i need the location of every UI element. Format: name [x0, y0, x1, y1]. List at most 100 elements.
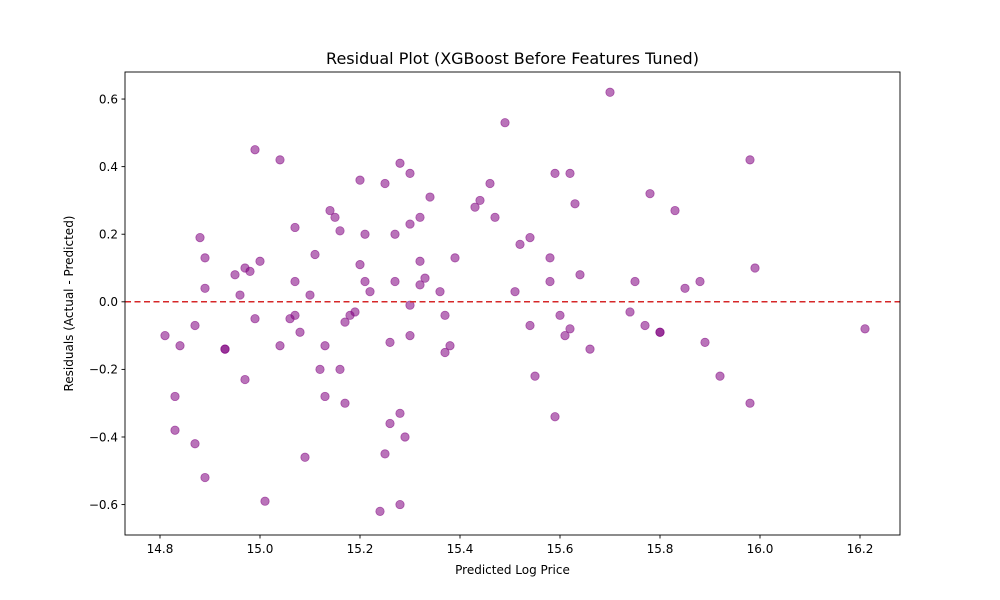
x-tick-label: 15.4 — [447, 542, 474, 556]
data-point — [630, 276, 640, 287]
data-point — [500, 118, 510, 128]
data-point — [400, 432, 410, 442]
data-point — [350, 307, 360, 317]
data-point — [405, 168, 415, 178]
data-point — [405, 331, 415, 341]
y-tick-label: 0.0 — [99, 295, 118, 309]
data-point — [405, 219, 415, 229]
data-point — [290, 276, 300, 287]
data-point — [655, 327, 665, 337]
data-point — [585, 344, 595, 354]
data-point — [245, 266, 255, 276]
data-point — [750, 263, 760, 273]
data-point — [860, 324, 870, 334]
data-point — [670, 205, 680, 216]
data-point — [365, 287, 375, 297]
data-point — [550, 168, 560, 178]
data-point — [640, 320, 650, 331]
chart-title: Residual Plot (XGBoost Before Features T… — [326, 49, 699, 68]
data-point — [405, 300, 415, 310]
data-point — [200, 253, 210, 263]
data-point — [420, 273, 430, 283]
data-point — [745, 398, 755, 408]
data-point — [390, 276, 400, 287]
data-point — [550, 412, 560, 422]
data-point — [510, 287, 520, 297]
data-point — [415, 256, 425, 266]
data-point — [290, 222, 300, 233]
data-point — [315, 364, 325, 375]
data-point — [275, 341, 285, 351]
data-point — [490, 212, 500, 222]
data-point — [375, 506, 385, 516]
data-point — [295, 327, 305, 337]
data-point — [560, 331, 570, 341]
x-tick-label: 15.2 — [347, 542, 374, 556]
data-point — [305, 290, 315, 300]
x-tick-label: 15.6 — [547, 542, 574, 556]
x-tick-label: 15.8 — [647, 542, 674, 556]
data-point — [190, 439, 200, 449]
data-point — [475, 195, 485, 206]
y-axis: −0.6 −0.4 −0.2 0.0 0.2 0.4 0.6 — [89, 92, 125, 512]
data-point — [645, 189, 655, 199]
data-point — [320, 341, 330, 351]
data-point — [745, 155, 755, 165]
data-point — [470, 202, 480, 212]
data-point — [545, 276, 555, 287]
data-point — [195, 232, 205, 243]
x-axis: 14.8 15.0 15.2 15.4 15.6 15.8 16.0 16.2 — [147, 535, 874, 556]
data-point — [625, 307, 635, 317]
data-point — [575, 270, 585, 280]
plot-background — [125, 72, 900, 535]
data-point — [250, 314, 260, 324]
data-point — [260, 496, 270, 506]
data-point — [330, 212, 340, 222]
x-tick-label: 15.0 — [247, 542, 274, 556]
y-tick-label: −0.2 — [89, 363, 118, 377]
data-point — [300, 452, 310, 462]
data-point — [335, 364, 345, 375]
data-point — [450, 253, 460, 263]
data-point — [440, 310, 450, 320]
data-point — [395, 499, 405, 510]
y-tick-label: 0.6 — [99, 92, 118, 106]
data-point — [530, 371, 540, 381]
data-point — [160, 331, 170, 341]
y-tick-label: −0.6 — [89, 498, 118, 512]
plot-area — [124, 71, 901, 536]
data-point — [250, 145, 260, 155]
data-point — [485, 178, 495, 189]
data-point — [555, 310, 565, 320]
data-point — [445, 341, 455, 351]
data-point — [380, 449, 390, 459]
x-tick-label: 16.2 — [847, 542, 874, 556]
data-point — [525, 320, 535, 331]
data-point — [680, 283, 690, 293]
y-axis-label: Residuals (Actual - Predicted) — [62, 216, 76, 392]
data-point — [170, 391, 180, 402]
data-point — [695, 276, 705, 287]
data-point — [220, 344, 230, 354]
data-point — [240, 374, 250, 385]
data-point — [355, 260, 365, 270]
data-point — [325, 205, 335, 216]
data-point — [435, 287, 445, 297]
data-point — [715, 371, 725, 381]
y-tick-label: 0.2 — [99, 228, 118, 242]
data-point — [340, 398, 350, 408]
data-point — [200, 472, 210, 483]
x-tick-label: 14.8 — [147, 542, 174, 556]
data-point — [565, 168, 575, 178]
data-point — [605, 87, 615, 97]
data-point — [355, 175, 365, 185]
data-point — [380, 178, 390, 189]
data-point — [515, 239, 525, 249]
data-point — [565, 324, 575, 334]
data-point — [525, 232, 535, 243]
data-point — [440, 347, 450, 358]
data-point — [235, 290, 245, 300]
data-point — [385, 418, 395, 429]
data-point — [700, 337, 710, 347]
